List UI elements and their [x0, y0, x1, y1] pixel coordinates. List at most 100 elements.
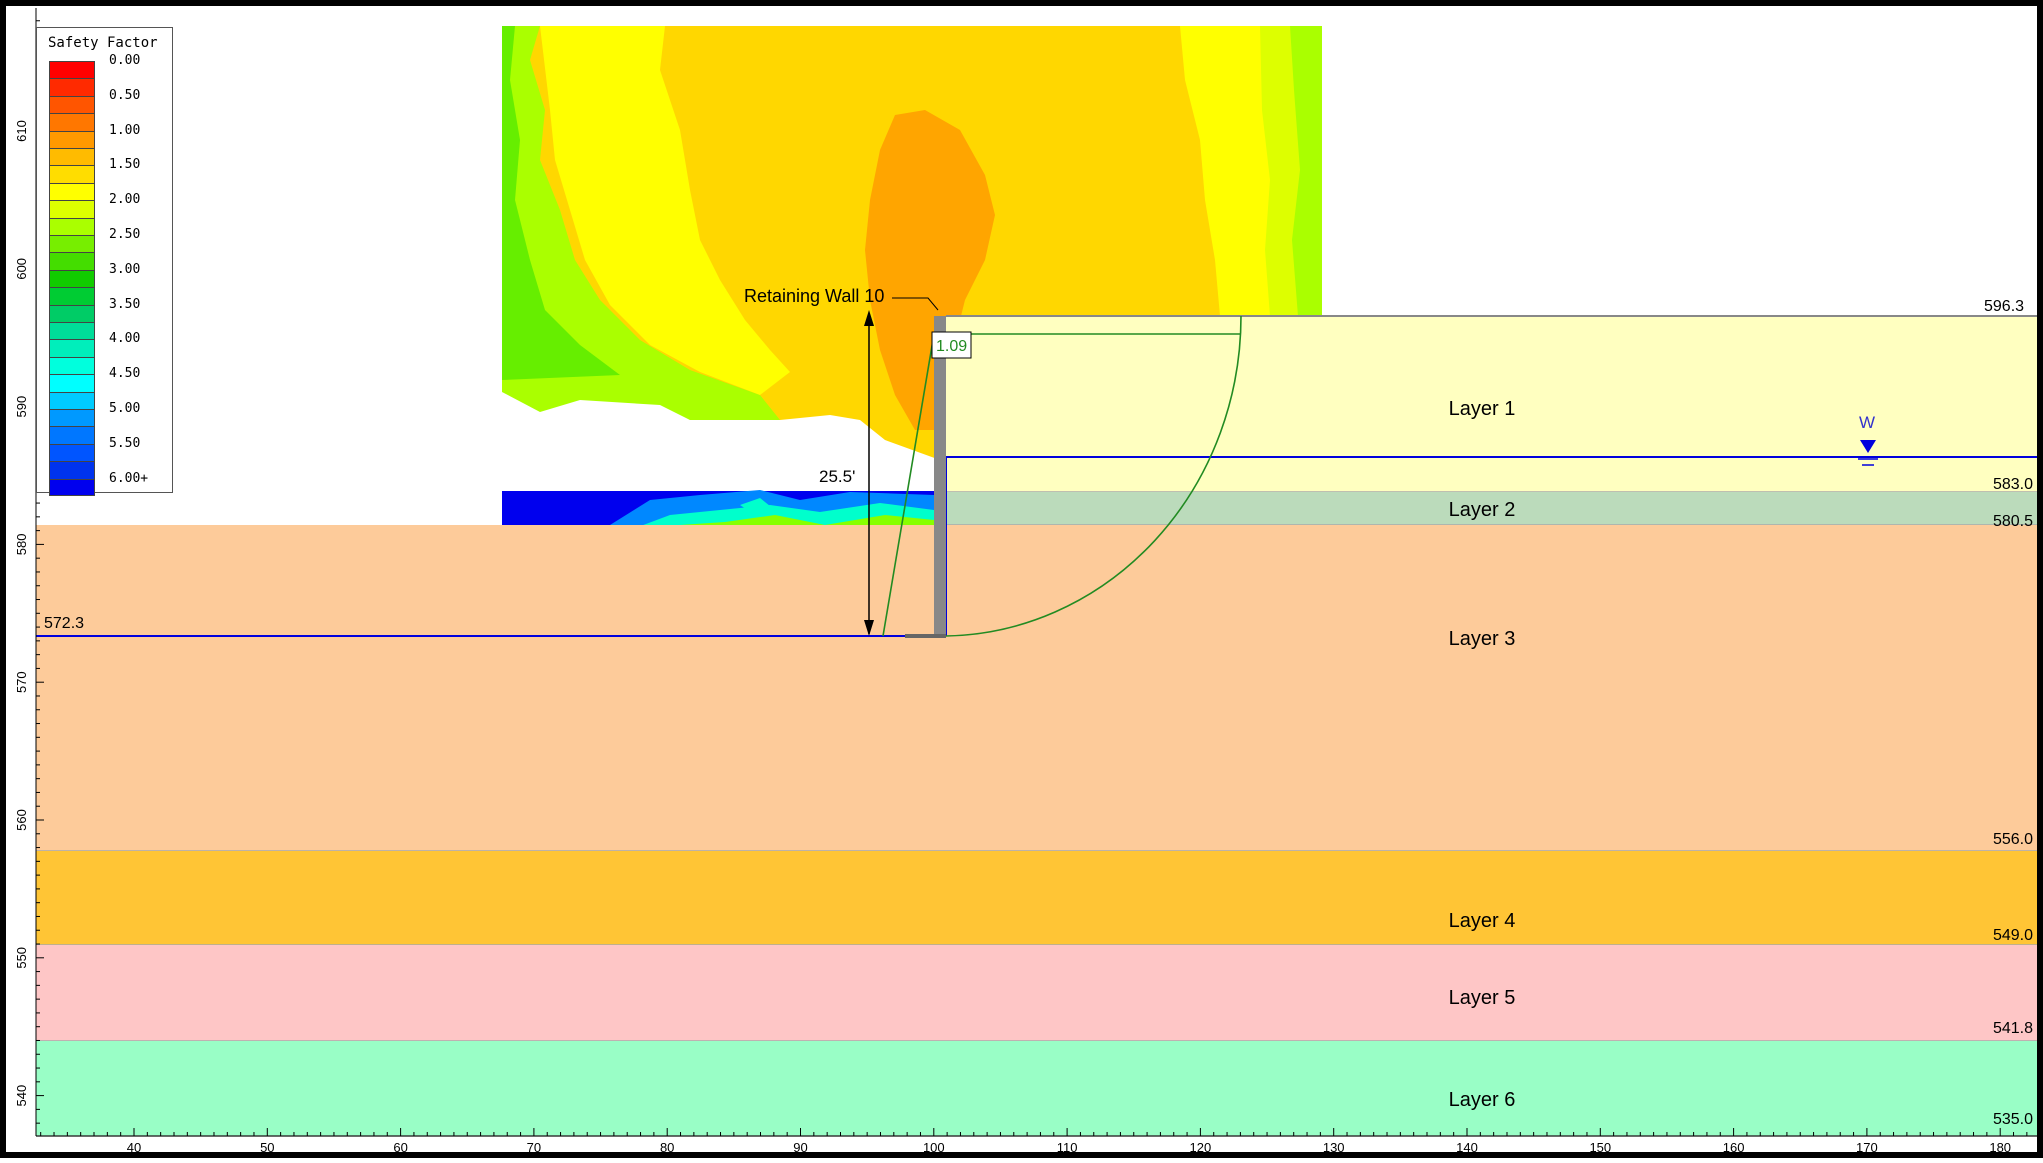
x-tick-label: 110: [1057, 1140, 1078, 1155]
legend-label: 1.50: [109, 157, 141, 173]
x-tick-label: 170: [1856, 1140, 1878, 1155]
axes: 40 50 60 70 80 90 100 110 120 130 140 150 160 170 180 6…: [14, 8, 2039, 1155]
layer-bottom-elevation: 556.0: [1993, 831, 2033, 848]
water-table-label: W: [1859, 413, 1875, 432]
legend-swatch: [49, 443, 95, 462]
legend-label: 0.50: [109, 87, 141, 103]
y-tick-label: 580: [14, 534, 29, 556]
factor-of-safety-value: 1.09: [936, 338, 967, 355]
water-table-symbol: [1858, 440, 1878, 466]
soil-layer-1: [946, 316, 2039, 492]
layer-bottom-elevation: 535.0: [1993, 1111, 2033, 1128]
legend-label: 5.50: [109, 435, 141, 451]
wall-base: [905, 634, 946, 638]
layer-name: Layer 4: [1449, 910, 1516, 932]
x-tick-label: 150: [1589, 1140, 1611, 1155]
legend-swatch: [49, 374, 95, 392]
legend-swatch: [49, 235, 95, 253]
legend-swatch: [49, 339, 95, 357]
legend-swatch: [49, 461, 95, 479]
x-tick-label: 80: [660, 1140, 674, 1155]
x-tick-label: 160: [1723, 1140, 1745, 1155]
x-tick-label: 100: [923, 1140, 945, 1155]
soil-layer-2: [946, 492, 2039, 525]
x-tick-label: 70: [527, 1140, 541, 1155]
layer-name: Layer 3: [1449, 628, 1516, 650]
legend-swatch: [49, 78, 95, 96]
legend-swatch: [49, 409, 95, 427]
legend-label: 3.00: [109, 261, 141, 277]
soil-layer-4: [36, 851, 2039, 945]
layer-bottom-elevation: 580.5: [1993, 513, 2033, 530]
x-tick-label: 130: [1323, 1140, 1345, 1155]
safety-factor-legend: Safety Factor 0.00 0.50 1.00 1.50 2.00 2.50 3.…: [36, 27, 173, 496]
y-tick-label: 570: [14, 671, 29, 693]
legend-label: 6.00+: [109, 470, 149, 486]
legend-swatch: [49, 182, 95, 201]
legend-label: 0.00: [109, 53, 141, 68]
legend-swatch: [49, 200, 95, 218]
x-tick-label: 50: [260, 1140, 274, 1155]
layer-name: Layer 1: [1449, 398, 1516, 420]
soil-layer-5: [36, 945, 2039, 1041]
legend-label: 2.50: [109, 227, 141, 242]
left-ground-elevation-label: 572.3: [44, 615, 84, 632]
y-tick-label: 600: [14, 258, 29, 280]
layer-name: Layer 2: [1449, 499, 1516, 521]
legend-label: 1.00: [109, 122, 141, 138]
legend-swatch: [49, 217, 95, 235]
legend-label: 2.00: [109, 192, 141, 208]
soil-layers: [36, 316, 2039, 1137]
y-tick-label: 540: [14, 1085, 29, 1107]
legend-swatch: [49, 95, 95, 114]
retaining-wall: [934, 316, 946, 636]
legend-swatch: [49, 113, 95, 131]
layer-name: Layer 6: [1449, 1089, 1516, 1111]
y-tick-label: 550: [14, 947, 29, 969]
y-tick-label: 610: [14, 120, 29, 142]
x-tick-label: 90: [793, 1140, 807, 1155]
x-tick-label: 40: [127, 1140, 141, 1155]
legend-swatch: [49, 304, 95, 322]
factor-of-safety-box: [931, 331, 972, 359]
soil-layer-6: [36, 1041, 2039, 1136]
legend-swatch: [49, 269, 95, 288]
legend-swatch: [49, 322, 95, 340]
legend-swatch: [49, 356, 95, 375]
legend-label: 5.00: [109, 401, 141, 416]
safety-factor-contours-upper: [502, 26, 1322, 460]
legend-swatch: [49, 426, 95, 444]
layer-name: Layer 5: [1449, 987, 1516, 1009]
x-tick-label: 60: [393, 1140, 407, 1155]
x-tick-label: 180: [1989, 1140, 2011, 1155]
legend-swatch: [49, 165, 95, 183]
soil-layer-3: [36, 525, 2039, 851]
wall-label: Retaining Wall 10: [744, 286, 884, 306]
legend-swatch: [49, 252, 95, 270]
legend-swatch: [49, 130, 95, 148]
legend-label: 4.00: [109, 331, 141, 347]
layer-labels: Layer 1 583.0 Layer 2 580.5 Layer 3 556.0 Laye…: [1449, 398, 2033, 1128]
layer-bottom-elevation: 549.0: [1993, 927, 2033, 944]
slip-surface: [882, 315, 1242, 637]
legend-swatch: [49, 148, 95, 166]
y-tick-label: 560: [14, 809, 29, 831]
wall-label-leader: [892, 297, 939, 311]
legend-swatch: [49, 478, 95, 496]
top-elevation-label: 596.3: [1984, 298, 2024, 315]
legend-swatch: [49, 287, 95, 305]
legend-label: 3.50: [109, 296, 141, 312]
legend-label: 4.50: [109, 366, 141, 382]
legend-title: Safety Factor: [48, 35, 158, 51]
wall-height-label: 25.5': [819, 467, 855, 486]
legend-swatch: [49, 61, 95, 79]
y-tick-label: 590: [14, 396, 29, 418]
layer-bottom-elevation: 541.8: [1993, 1020, 2033, 1037]
layer-bottom-elevation: 583.0: [1993, 476, 2033, 493]
x-tick-label: 140: [1456, 1140, 1478, 1155]
wall-height-dimension: [864, 310, 874, 636]
legend-swatch: [49, 391, 95, 409]
